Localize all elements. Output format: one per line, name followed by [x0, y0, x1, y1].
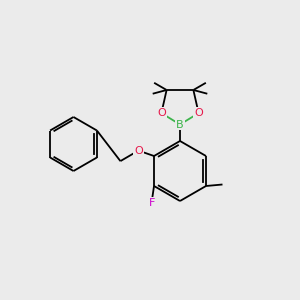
Text: O: O — [134, 146, 143, 156]
Text: O: O — [194, 108, 203, 118]
Text: F: F — [148, 197, 155, 208]
Text: B: B — [176, 119, 184, 130]
Text: O: O — [157, 108, 166, 118]
